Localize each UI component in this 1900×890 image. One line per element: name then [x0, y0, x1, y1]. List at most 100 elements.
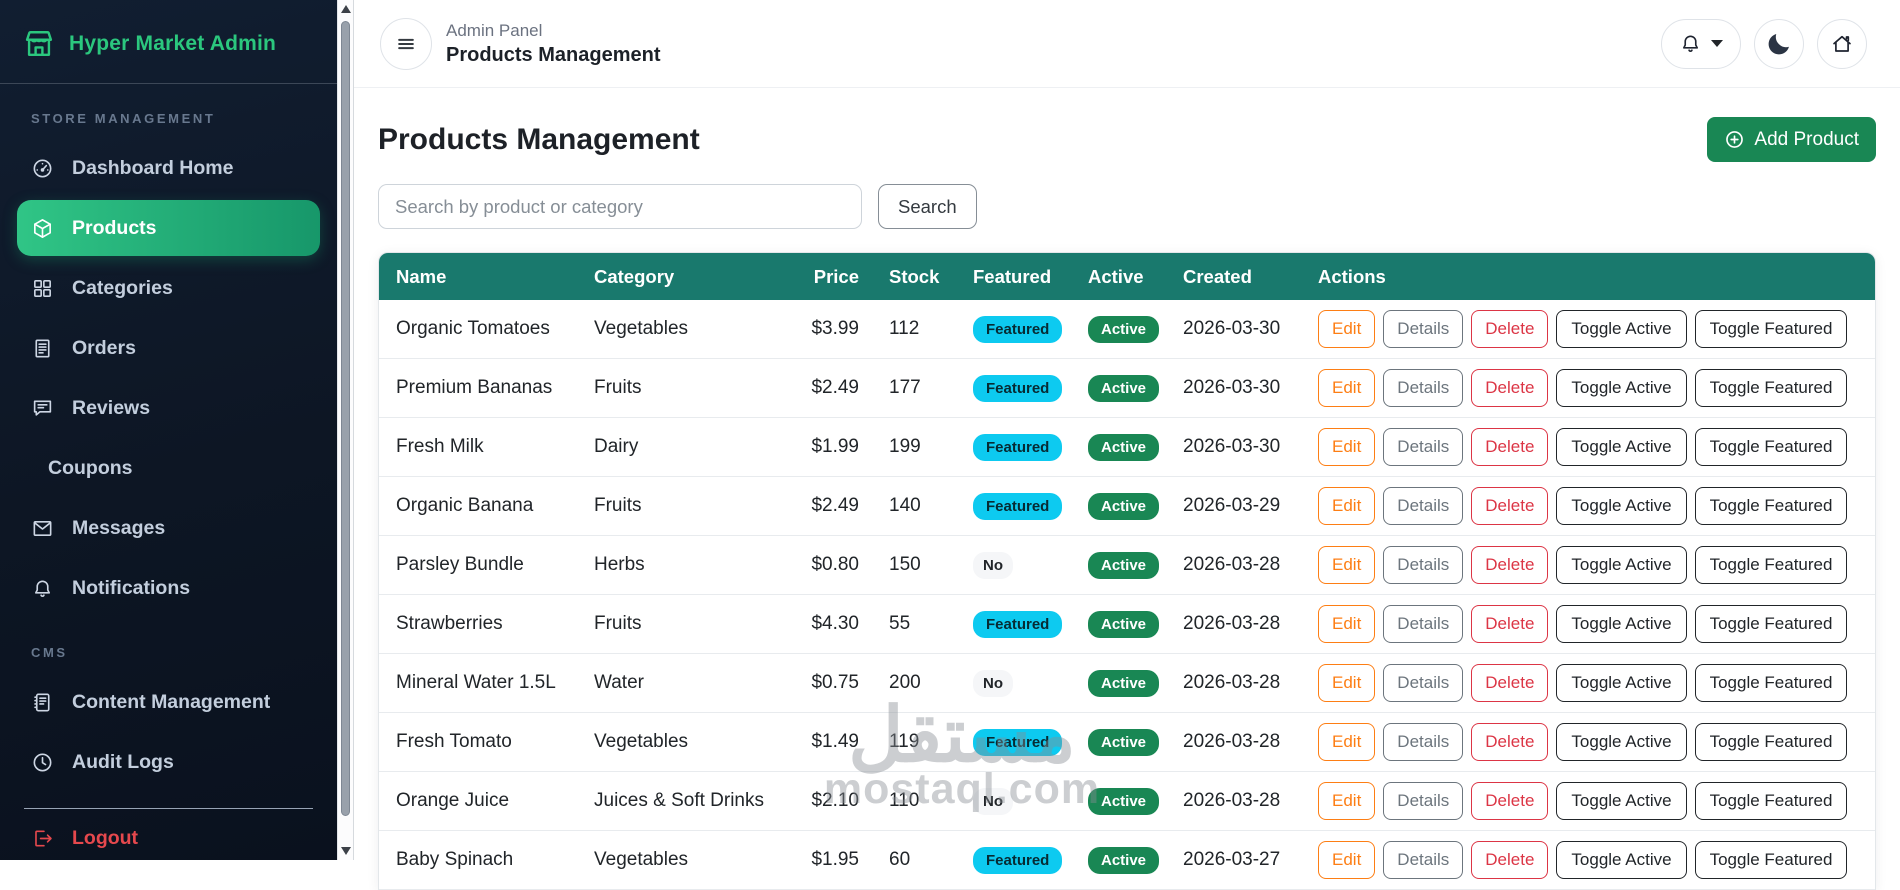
featured-badge: Featured — [973, 374, 1063, 402]
product-name: Premium Bananas — [396, 377, 553, 398]
toggle-active-button[interactable]: Toggle Active — [1556, 310, 1687, 348]
delete-button[interactable]: Delete — [1471, 310, 1549, 348]
delete-button[interactable]: Delete — [1471, 841, 1549, 879]
table-row: Parsley Bundle Herbs $0.80 150 No Active… — [379, 536, 1875, 595]
toggle-featured-button[interactable]: Toggle Featured — [1694, 487, 1848, 525]
product-stock: 110 — [889, 790, 920, 811]
toggle-active-button[interactable]: Toggle Active — [1556, 605, 1687, 643]
featured-badge: Featured — [973, 315, 1063, 343]
scroll-down-arrow-icon[interactable] — [341, 847, 351, 855]
sidebar-toggle-button[interactable] — [380, 17, 432, 70]
product-category: Fruits — [594, 613, 642, 634]
toggle-active-button[interactable]: Toggle Active — [1556, 546, 1687, 584]
search-input[interactable] — [378, 184, 862, 229]
details-button[interactable]: Details — [1383, 782, 1464, 820]
edit-button[interactable]: Edit — [1318, 605, 1376, 643]
toggle-active-button[interactable]: Toggle Active — [1556, 428, 1687, 466]
details-button[interactable]: Details — [1383, 605, 1464, 643]
delete-button[interactable]: Delete — [1471, 546, 1549, 584]
toggle-featured-button[interactable]: Toggle Featured — [1694, 310, 1848, 348]
toggle-featured-button[interactable]: Toggle Featured — [1694, 428, 1848, 466]
sidebar-item-orders[interactable]: Orders — [0, 318, 337, 378]
edit-button[interactable]: Edit — [1318, 782, 1376, 820]
details-button[interactable]: Details — [1383, 487, 1464, 525]
toggle-active-button[interactable]: Toggle Active — [1556, 723, 1687, 761]
details-button[interactable]: Details — [1383, 664, 1464, 702]
edit-button[interactable]: Edit — [1318, 664, 1376, 702]
sidebar-item-reviews[interactable]: Reviews — [0, 378, 337, 438]
details-button[interactable]: Details — [1383, 723, 1464, 761]
row-actions: Edit Details Delete Toggle Active Toggle… — [1318, 782, 1867, 820]
toggle-active-button[interactable]: Toggle Active — [1556, 664, 1687, 702]
envelope-icon — [31, 517, 54, 540]
table-row: Orange Juice Juices & Soft Drinks $2.10 … — [379, 772, 1875, 831]
toggle-active-button[interactable]: Toggle Active — [1556, 782, 1687, 820]
table-row: Strawberries Fruits $4.30 55 Featured Ac… — [379, 595, 1875, 654]
sidebar-item-logout[interactable]: Logout — [0, 809, 337, 867]
page-head: Products Management Add Product — [378, 117, 1876, 162]
delete-button[interactable]: Delete — [1471, 723, 1549, 761]
notifications-dropdown-button[interactable] — [1661, 18, 1741, 69]
product-name: Baby Spinach — [396, 849, 514, 870]
sidebar-item-audit-logs[interactable]: Audit Logs — [0, 732, 337, 792]
toggle-active-button[interactable]: Toggle Active — [1556, 487, 1687, 525]
add-product-button[interactable]: Add Product — [1707, 117, 1876, 162]
product-stock: 60 — [889, 849, 911, 870]
toggle-featured-button[interactable]: Toggle Featured — [1694, 664, 1848, 702]
product-name: Organic Banana — [396, 495, 534, 516]
toggle-active-button[interactable]: Toggle Active — [1556, 841, 1687, 879]
details-button[interactable]: Details — [1383, 310, 1464, 348]
edit-button[interactable]: Edit — [1318, 546, 1376, 584]
details-button[interactable]: Details — [1383, 369, 1464, 407]
sidebar-item-messages[interactable]: Messages — [0, 498, 337, 558]
toggle-featured-button[interactable]: Toggle Featured — [1694, 723, 1848, 761]
active-badge: Active — [1088, 551, 1160, 579]
toggle-featured-button[interactable]: Toggle Featured — [1694, 369, 1848, 407]
edit-button[interactable]: Edit — [1318, 428, 1376, 466]
sidebar-scrollbar[interactable] — [337, 0, 354, 860]
delete-button[interactable]: Delete — [1471, 369, 1549, 407]
row-actions: Edit Details Delete Toggle Active Toggle… — [1318, 841, 1867, 879]
scrollbar-thumb[interactable] — [341, 21, 350, 816]
edit-button[interactable]: Edit — [1318, 723, 1376, 761]
delete-button[interactable]: Delete — [1471, 428, 1549, 466]
product-name: Orange Juice — [396, 790, 510, 811]
delete-button[interactable]: Delete — [1471, 782, 1549, 820]
breadcrumb: Admin Panel — [446, 20, 543, 40]
dark-mode-toggle-button[interactable] — [1754, 18, 1804, 69]
delete-button[interactable]: Delete — [1471, 487, 1549, 525]
sidebar-item-content-management[interactable]: Content Management — [0, 672, 337, 732]
sidebar-item-categories[interactable]: Categories — [0, 258, 337, 318]
column-header-stock: Stock — [889, 265, 940, 287]
scroll-up-arrow-icon[interactable] — [341, 5, 351, 13]
toggle-featured-button[interactable]: Toggle Featured — [1694, 546, 1848, 584]
sidebar-item-products[interactable]: Products — [17, 200, 320, 256]
edit-button[interactable]: Edit — [1318, 841, 1376, 879]
edit-button[interactable]: Edit — [1318, 369, 1376, 407]
details-button[interactable]: Details — [1383, 546, 1464, 584]
edit-button[interactable]: Edit — [1318, 487, 1376, 525]
delete-button[interactable]: Delete — [1471, 605, 1549, 643]
chevron-down-icon — [1711, 40, 1723, 47]
product-price: $4.30 — [811, 613, 859, 634]
search-button[interactable]: Search — [878, 184, 977, 229]
sidebar-item-dashboard-home[interactable]: Dashboard Home — [0, 138, 337, 198]
product-stock: 119 — [889, 731, 920, 752]
delete-button[interactable]: Delete — [1471, 664, 1549, 702]
edit-button[interactable]: Edit — [1318, 310, 1376, 348]
active-badge: Active — [1088, 610, 1160, 638]
details-button[interactable]: Details — [1383, 841, 1464, 879]
sidebar-item-notifications[interactable]: Notifications — [0, 558, 337, 618]
row-actions: Edit Details Delete Toggle Active Toggle… — [1318, 605, 1867, 643]
column-header-featured: Featured — [973, 265, 1052, 287]
product-name: Strawberries — [396, 613, 503, 634]
toggle-featured-button[interactable]: Toggle Featured — [1694, 605, 1848, 643]
details-button[interactable]: Details — [1383, 428, 1464, 466]
active-badge: Active — [1088, 433, 1160, 461]
toggle-featured-button[interactable]: Toggle Featured — [1694, 841, 1848, 879]
toggle-featured-button[interactable]: Toggle Featured — [1694, 782, 1848, 820]
sidebar-item-coupons[interactable]: Coupons — [48, 456, 133, 479]
toggle-active-button[interactable]: Toggle Active — [1556, 369, 1687, 407]
product-price: $1.95 — [811, 849, 859, 870]
home-button[interactable] — [1817, 18, 1867, 69]
